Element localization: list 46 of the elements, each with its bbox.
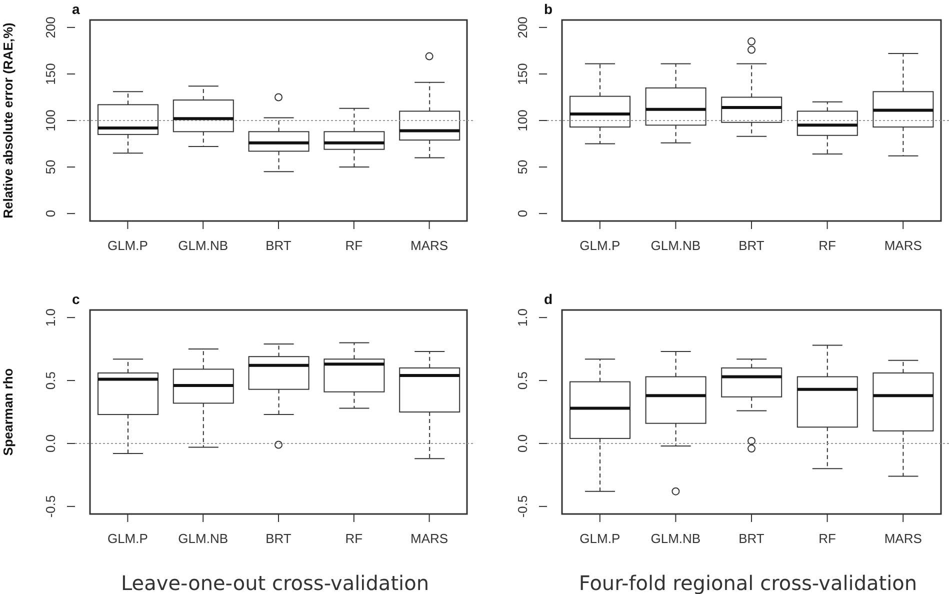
chart-title: a bbox=[72, 1, 80, 17]
x-tick-label: MARS bbox=[410, 238, 448, 253]
x-tick-label: BRT bbox=[738, 531, 764, 546]
x-tick-label: RF bbox=[818, 238, 836, 253]
y-tick-label: 0.0 bbox=[43, 434, 58, 453]
x-axis-title: Four-fold regional cross-validation bbox=[578, 571, 918, 594]
y-tick-label: -0.5 bbox=[43, 495, 58, 518]
y-tick-label: 150 bbox=[43, 63, 58, 85]
x-tick-label: GLM.P bbox=[107, 238, 148, 253]
y-tick-label: 100 bbox=[43, 110, 58, 132]
x-tick-label: RF bbox=[345, 238, 363, 253]
chart-title: d bbox=[544, 291, 553, 307]
y-tick-label: -0.5 bbox=[515, 495, 530, 518]
y-tick-label: 0.5 bbox=[43, 371, 58, 390]
x-tick-label: GLM.NB bbox=[650, 531, 701, 546]
y-tick-label: 200 bbox=[43, 16, 58, 38]
x-tick-label: BRT bbox=[266, 531, 292, 546]
x-tick-label: MARS bbox=[884, 531, 922, 546]
y-tick-label: 0 bbox=[43, 210, 58, 218]
y-tick-label: 0.0 bbox=[515, 434, 530, 453]
chart-title: b bbox=[544, 1, 553, 17]
x-tick-label: MARS bbox=[410, 531, 448, 546]
y-axis-title: Relative absolute error (RAE,%) bbox=[0, 22, 16, 218]
y-tick-label: 100 bbox=[515, 110, 530, 132]
y-tick-label: 50 bbox=[515, 160, 530, 174]
x-axis-title: Leave-one-out cross-validation bbox=[121, 571, 429, 594]
x-tick-label: GLM.NB bbox=[178, 531, 228, 546]
y-tick-label: 0.5 bbox=[515, 371, 530, 390]
y-axis-title: Spearman rho bbox=[0, 368, 16, 456]
x-tick-label: GLM.P bbox=[580, 531, 620, 546]
x-tick-label: BRT bbox=[738, 238, 764, 253]
y-tick-label: 1.0 bbox=[515, 308, 530, 327]
x-tick-label: RF bbox=[345, 531, 363, 546]
x-tick-label: GLM.P bbox=[580, 238, 620, 253]
x-tick-label: GLM.NB bbox=[178, 238, 228, 253]
x-tick-label: RF bbox=[818, 531, 836, 546]
x-tick-label: MARS bbox=[884, 238, 922, 253]
x-tick-label: GLM.P bbox=[107, 531, 148, 546]
y-tick-label: 50 bbox=[43, 160, 58, 174]
x-tick-label: BRT bbox=[266, 238, 292, 253]
y-tick-label: 1.0 bbox=[43, 308, 58, 327]
y-tick-label: 150 bbox=[515, 63, 530, 85]
x-tick-label: GLM.NB bbox=[650, 238, 701, 253]
y-tick-label: 200 bbox=[515, 16, 530, 38]
chart-title: c bbox=[72, 291, 80, 307]
y-tick-label: 0 bbox=[515, 210, 530, 218]
